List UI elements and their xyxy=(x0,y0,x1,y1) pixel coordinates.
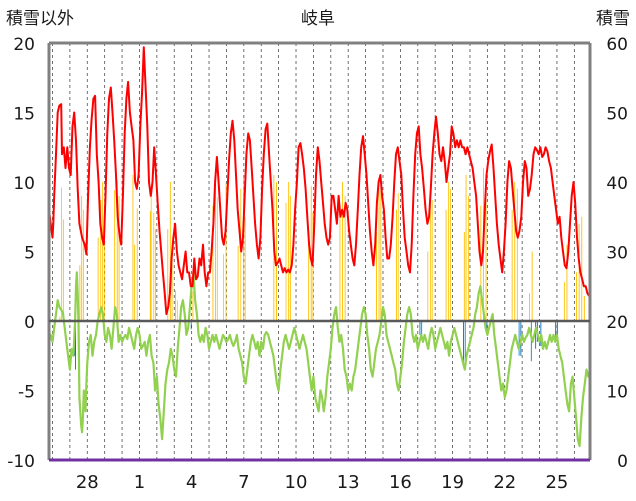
plot-frame xyxy=(47,41,592,462)
x-tick-label: 25 xyxy=(545,472,568,493)
left-axis-title: 積雪以外 xyxy=(6,9,74,29)
x-tick-label: 22 xyxy=(493,472,516,493)
left-tick-label: 20 xyxy=(13,35,35,55)
right-tick-label: 60 xyxy=(606,35,628,55)
line-series xyxy=(47,46,592,448)
blue-bar xyxy=(530,321,542,362)
orange-bar xyxy=(376,182,382,321)
orange-bar xyxy=(59,187,64,321)
left-tick-label: -10 xyxy=(7,452,35,472)
orange-bar xyxy=(175,290,178,321)
blue-bar xyxy=(190,321,192,330)
right-tick-labels: 60 50 40 30 20 10 0 xyxy=(606,35,628,472)
orange-bar xyxy=(285,182,291,321)
orange-bar xyxy=(445,182,451,321)
orange-bar xyxy=(427,188,433,321)
x-tick-label: 28 xyxy=(76,472,99,493)
x-tick-label: 16 xyxy=(389,472,412,493)
orange-bar xyxy=(167,182,173,321)
left-tick-label: 15 xyxy=(13,105,35,125)
orange-bar xyxy=(97,182,105,321)
left-tick-label: 10 xyxy=(13,174,35,194)
x-tick-label: 19 xyxy=(441,472,464,493)
x-tick-label: 13 xyxy=(337,472,360,493)
orange-bar xyxy=(576,216,585,321)
blue-bar xyxy=(463,321,466,363)
orange-bar xyxy=(79,195,84,321)
orange-bar xyxy=(192,291,194,321)
orange-bar xyxy=(212,182,218,321)
orange-bar xyxy=(132,175,138,321)
green-series-line xyxy=(47,271,592,448)
right-tick-label: 10 xyxy=(606,383,628,403)
x-tick-label: 7 xyxy=(238,472,249,493)
right-tick-label: 20 xyxy=(606,313,628,333)
orange-bar xyxy=(529,251,533,321)
orange-bar xyxy=(114,180,120,321)
left-tick-label: 0 xyxy=(24,313,35,333)
orange-bar xyxy=(511,182,518,321)
x-tick-label: 10 xyxy=(285,472,308,493)
left-tick-label: -5 xyxy=(18,383,35,403)
right-tick-label: 0 xyxy=(617,452,628,472)
right-axis-title: 積雪 xyxy=(596,9,630,29)
orange-bar xyxy=(396,193,399,321)
orange-bar xyxy=(463,175,470,321)
blue-bar xyxy=(419,321,423,335)
x-tick-label: 1 xyxy=(134,472,145,493)
red-series-line xyxy=(48,46,590,316)
orange-bar xyxy=(273,175,277,321)
right-tick-label: 50 xyxy=(606,105,628,125)
left-tick-labels: 20 15 10 5 0 -5 -10 xyxy=(7,35,35,472)
x-tick-label: 4 xyxy=(186,472,197,493)
x-tick-labels: 28 1 4 7 10 13 16 19 22 25 xyxy=(76,472,569,493)
right-tick-label: 30 xyxy=(606,244,628,264)
right-tick-label: 40 xyxy=(606,174,628,194)
chart-title: 岐阜 xyxy=(301,9,335,29)
orange-bar xyxy=(149,193,156,321)
orange-bar xyxy=(223,183,227,321)
orange-bar xyxy=(339,182,346,321)
left-tick-label: 5 xyxy=(24,244,35,264)
